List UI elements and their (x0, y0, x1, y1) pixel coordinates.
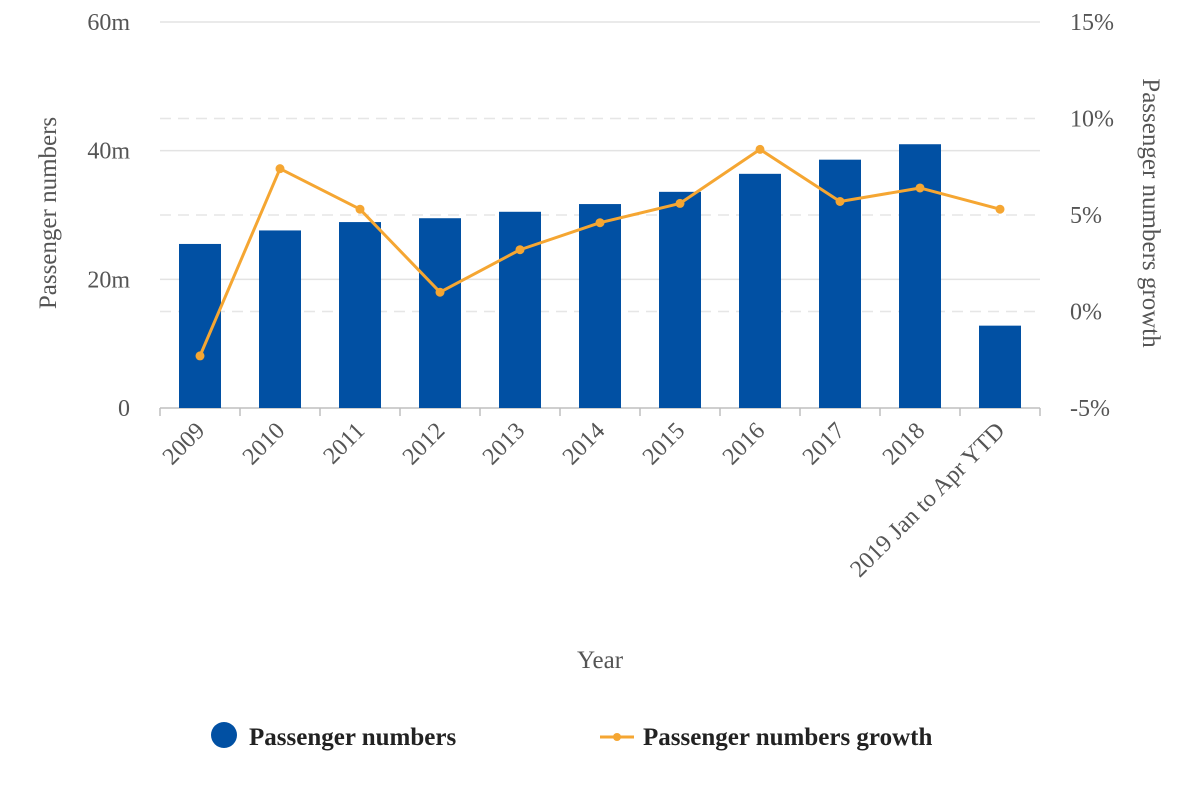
growth-point-2017 (835, 196, 845, 206)
bar-2012 (419, 218, 461, 408)
bar-2011 (339, 222, 381, 408)
right-axis-ticks: -5% 0% 5% 10% 15% (1070, 10, 1114, 422)
growth-point-2013 (515, 245, 525, 255)
x-tick-label: 2017 (798, 418, 850, 470)
legend-marker-passenger-numbers (211, 722, 237, 748)
x-axis-ticks: 2009 2010 2011 2012 2013 2014 2015 2016 2017 2018… (158, 408, 1041, 583)
x-tick-label: 2013 (478, 418, 530, 470)
x-tick-label: 2010 (238, 418, 290, 470)
legend: Passenger numbers Passenger numbers grow… (211, 722, 932, 751)
bar-2015 (659, 191, 701, 408)
legend-label-passenger-numbers: Passenger numbers (249, 724, 456, 751)
legend-label-passenger-numbers-growth: Passenger numbers growth (643, 724, 932, 751)
growth-point-2009 (195, 351, 205, 361)
x-tick-label: 2015 (638, 418, 690, 470)
bar-2017 (819, 159, 861, 408)
right-tick-label: -5% (1070, 396, 1110, 422)
growth-point-2010 (275, 164, 285, 174)
x-tick-label: 2019 Jan to Apr YTD (845, 418, 1010, 583)
growth-point-2018 (915, 183, 925, 193)
growth-point-2011 (355, 204, 365, 214)
x-tick-label: 2016 (718, 418, 770, 470)
growth-point-2019-jan-to-apr-ytd (995, 204, 1005, 214)
right-tick-label: 0% (1070, 300, 1102, 326)
line-series (195, 144, 1005, 361)
left-tick-label: 40m (87, 139, 130, 165)
x-tick-label: 2012 (398, 418, 450, 470)
right-tick-label: 10% (1070, 107, 1114, 133)
growth-point-2016 (755, 144, 765, 154)
growth-point-2014 (595, 218, 605, 228)
legend-marker-growth (613, 733, 621, 741)
right-axis-title: Passenger numbers growth (1137, 78, 1164, 348)
x-tick-label: 2018 (878, 418, 930, 470)
x-tick-label: 2014 (558, 418, 610, 470)
x-axis-title: Year (577, 647, 624, 674)
x-tick-label: 2011 (319, 418, 371, 470)
left-tick-label: 60m (87, 10, 130, 36)
bar-2019-jan-to-apr-ytd (979, 325, 1021, 408)
left-axis-ticks: 0 20m 40m 60m (87, 10, 130, 422)
bar-2016 (739, 173, 781, 408)
growth-point-2012 (435, 287, 445, 297)
left-tick-label: 20m (87, 267, 130, 293)
right-tick-label: 5% (1070, 203, 1102, 229)
bar-2014 (579, 204, 621, 408)
left-tick-label: 0 (118, 396, 130, 422)
bar-2013 (499, 211, 541, 408)
right-tick-label: 15% (1070, 10, 1114, 36)
bar-2010 (259, 230, 301, 408)
bar-2009 (179, 243, 221, 408)
x-tick-label: 2009 (158, 418, 210, 470)
growth-point-2015 (675, 198, 685, 208)
left-axis-title: Passenger numbers (35, 117, 62, 309)
bar-series (179, 144, 1021, 408)
